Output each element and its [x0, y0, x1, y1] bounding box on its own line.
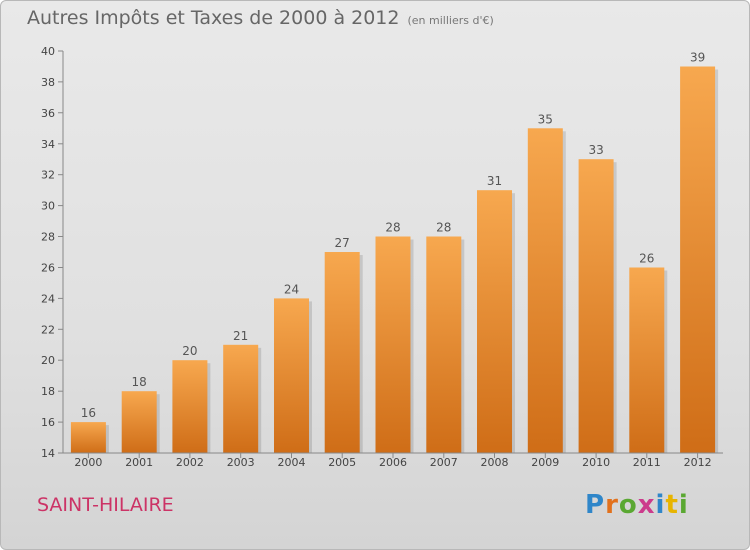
bar: [629, 267, 665, 453]
x-tick-label: 2003: [227, 456, 255, 469]
chart-subtitle: (en milliers d'€): [407, 14, 494, 27]
y-tick-label: 14: [41, 447, 55, 460]
logo-letter: i: [678, 490, 689, 520]
bar: [527, 128, 563, 454]
bar: [680, 66, 716, 453]
logo-letter: P: [585, 490, 606, 520]
bar: [172, 360, 208, 453]
bar-value-label: 21: [233, 329, 248, 343]
bar: [70, 422, 106, 453]
y-tick-label: 40: [41, 45, 55, 58]
bar: [223, 344, 259, 453]
bar: [578, 159, 614, 453]
y-tick-label: 24: [41, 292, 55, 305]
x-tick-label: 2009: [531, 456, 559, 469]
bar-value-label: 24: [284, 282, 299, 296]
bar-value-label: 20: [182, 344, 197, 358]
x-tick-label: 2005: [328, 456, 356, 469]
proxiti-logo: Proxiti: [585, 490, 689, 520]
logo-letter: o: [618, 490, 638, 520]
x-tick-label: 2010: [582, 456, 610, 469]
bar: [426, 236, 462, 453]
y-tick-label: 38: [41, 76, 55, 89]
bar-value-label: 35: [538, 112, 553, 126]
x-tick-label: 2011: [633, 456, 661, 469]
bar-value-label: 27: [335, 236, 350, 250]
y-tick-label: 16: [41, 416, 55, 429]
bar: [121, 391, 157, 453]
y-tick-label: 20: [41, 354, 55, 367]
chart-title: Autres Impôts et Taxes de 2000 à 2012 (en…: [27, 7, 494, 29]
bar-value-label: 18: [132, 375, 147, 389]
bar-value-label: 16: [81, 406, 96, 420]
bar-value-label: 33: [588, 143, 603, 157]
bar: [375, 236, 411, 453]
y-tick-label: 18: [41, 385, 55, 398]
bar-value-label: 26: [639, 252, 654, 266]
y-tick-label: 26: [41, 262, 55, 275]
x-tick-label: 2012: [684, 456, 712, 469]
y-tick-label: 34: [41, 138, 55, 151]
commune-name: SAINT-HILAIRE: [37, 494, 174, 516]
logo-letter: r: [605, 490, 619, 520]
x-tick-label: 2000: [74, 456, 102, 469]
x-tick-label: 2007: [430, 456, 458, 469]
bar: [324, 252, 360, 453]
bar-value-label: 28: [436, 221, 451, 235]
x-tick-label: 2002: [176, 456, 204, 469]
bar-value-label: 39: [690, 51, 705, 65]
logo-letter: x: [637, 490, 656, 520]
x-tick-label: 2008: [481, 456, 509, 469]
y-tick-label: 36: [41, 107, 55, 120]
logo-letter: i: [655, 490, 666, 520]
x-tick-label: 2004: [278, 456, 306, 469]
y-tick-label: 32: [41, 169, 55, 182]
x-tick-label: 2006: [379, 456, 407, 469]
logo-letter: t: [665, 490, 679, 520]
x-tick-label: 2001: [125, 456, 153, 469]
bar-value-label: 28: [385, 221, 400, 235]
y-tick-label: 30: [41, 200, 55, 213]
bar: [477, 190, 512, 453]
y-tick-label: 22: [41, 323, 55, 336]
chart-title-text: Autres Impôts et Taxes de 2000 à 2012: [27, 7, 400, 29]
bar-value-label: 31: [487, 174, 502, 188]
y-tick-label: 28: [41, 231, 55, 244]
bar: [274, 298, 309, 453]
